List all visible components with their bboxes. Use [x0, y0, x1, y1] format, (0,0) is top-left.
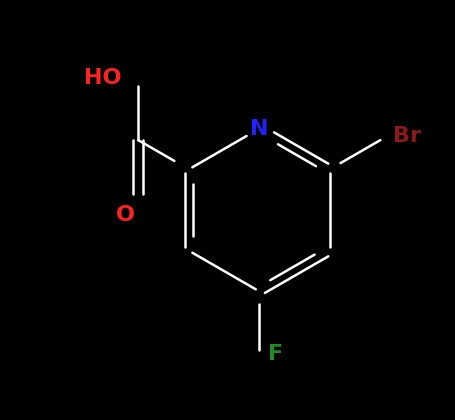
Text: Br: Br: [392, 126, 420, 146]
Text: F: F: [267, 344, 282, 364]
Text: O: O: [116, 205, 135, 225]
Text: HO: HO: [84, 68, 121, 87]
Text: N: N: [249, 118, 268, 139]
